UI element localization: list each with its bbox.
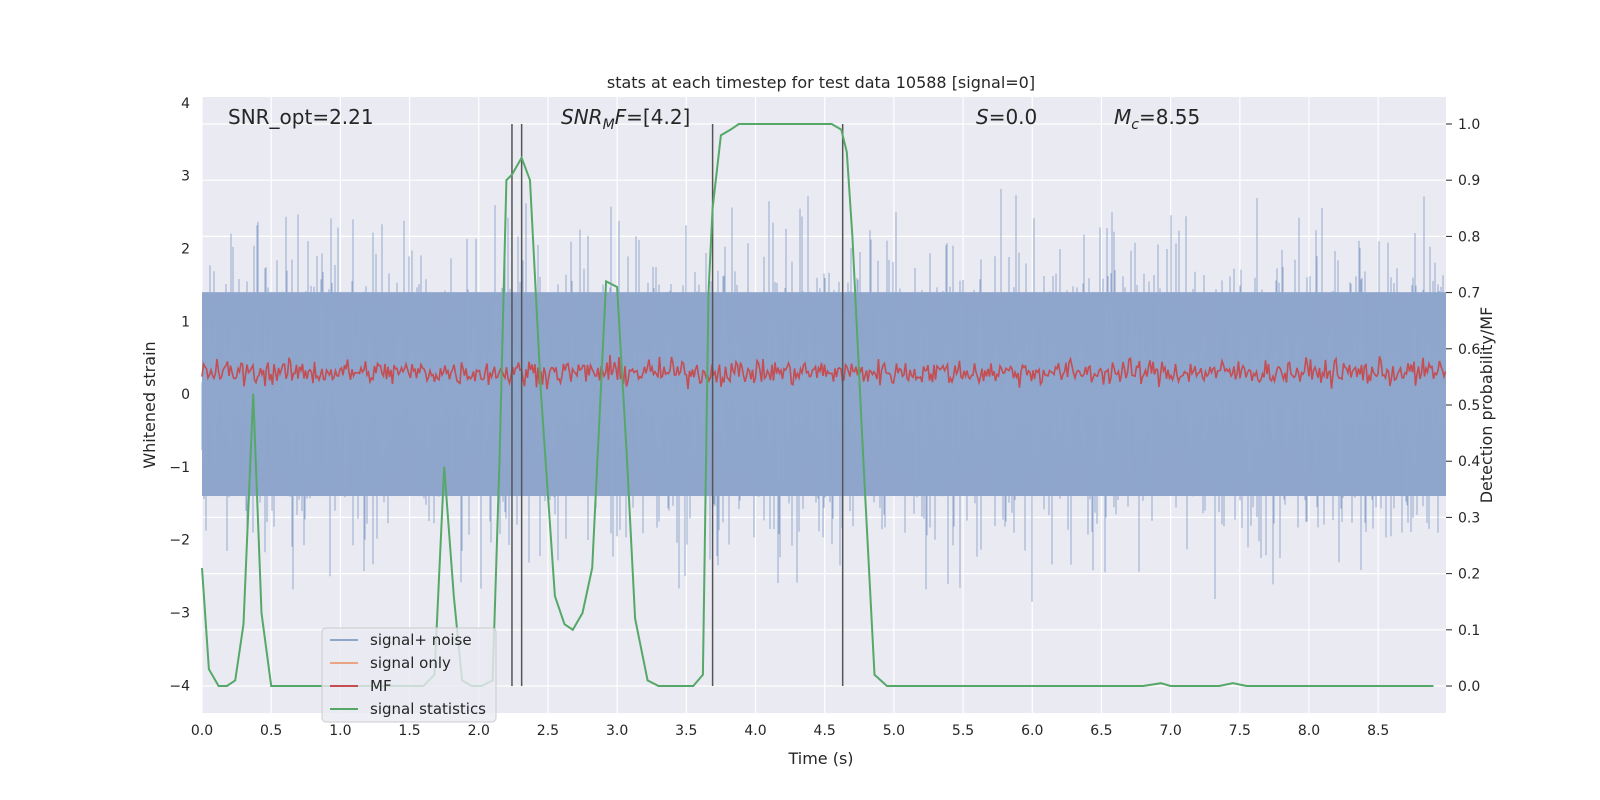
x-tick-label: 5.0 <box>883 723 905 739</box>
right-axis-ticks: 1.0 0.9 0.8 0.7 0.6 0.5 0.4 0.3 0.2 0.1 0.0 <box>1446 117 1480 695</box>
right-tick-label: 0.8 <box>1458 229 1480 245</box>
legend: signal+ noise signal only MF signal stat… <box>321 627 497 723</box>
x-tick-label: 8.0 <box>1298 723 1320 739</box>
chart-title: stats at each timestep for test data 105… <box>607 73 1035 92</box>
x-tick-label: 0.0 <box>191 723 213 739</box>
y-tick-label: −2 <box>169 533 190 549</box>
right-tick-label: 1.0 <box>1458 117 1480 133</box>
legend-label-noise: signal+ noise <box>370 631 472 649</box>
right-tick-label: 0.4 <box>1458 454 1480 470</box>
legend-label-statistics: signal statistics <box>370 700 486 718</box>
signal-noise-series <box>201 189 1446 602</box>
right-tick-label: 0.3 <box>1458 510 1480 526</box>
y-tick-label: 0 <box>181 387 190 403</box>
x-tick-label: 4.0 <box>744 723 766 739</box>
x-tick-label: 6.0 <box>1021 723 1043 739</box>
y-tick-label: 1 <box>181 314 190 330</box>
mf-series <box>201 355 1447 390</box>
y-axis-label: Whitened strain <box>140 341 159 468</box>
right-tick-label: 0.0 <box>1458 679 1480 695</box>
x-tick-label: 3.5 <box>675 723 697 739</box>
right-axis-label: Detection probability/MF <box>1477 307 1496 504</box>
x-axis-ticks: 0.0 0.5 1.0 1.5 2.0 2.5 3.0 3.5 4.0 4.5 5.0 5.5 6.0 6… <box>191 723 1389 739</box>
legend-box <box>321 627 497 723</box>
y-tick-label: 4 <box>181 96 190 112</box>
right-tick-label: 0.1 <box>1458 623 1480 639</box>
y-tick-label: 2 <box>181 241 190 257</box>
legend-label-mf: MF <box>370 677 392 695</box>
x-tick-label: 2.0 <box>468 723 490 739</box>
x-tick-label: 2.5 <box>537 723 559 739</box>
snr-opt-annotation: SNR_opt=2.21 <box>228 105 374 129</box>
x-axis-label: Time (s) <box>787 749 853 768</box>
x-tick-label: 0.5 <box>260 723 282 739</box>
y-axis-ticks: 4 3 2 1 0 −1 −2 −3 −4 <box>169 96 190 695</box>
x-tick-label: 3.0 <box>606 723 628 739</box>
x-tick-label: 1.0 <box>329 723 351 739</box>
mc-annotation: Mc=8.55 <box>1114 105 1200 133</box>
right-tick-label: 0.5 <box>1458 398 1480 414</box>
y-tick-label: −1 <box>169 460 190 476</box>
y-tick-label: −4 <box>169 678 190 694</box>
snr-mf-annotation: SNRMF=[4.2] <box>561 105 690 133</box>
x-tick-label: 7.5 <box>1229 723 1251 739</box>
legend-label-signal: signal only <box>370 654 451 672</box>
right-tick-label: 0.9 <box>1458 173 1480 189</box>
x-tick-label: 4.5 <box>814 723 836 739</box>
x-tick-label: 7.0 <box>1159 723 1181 739</box>
x-tick-label: 5.5 <box>952 723 974 739</box>
right-tick-label: 0.6 <box>1458 342 1480 358</box>
noise-trace <box>201 189 1446 602</box>
x-tick-label: 1.5 <box>398 723 420 739</box>
right-tick-label: 0.7 <box>1458 286 1480 302</box>
mf-trace <box>201 355 1447 390</box>
right-tick-label: 0.2 <box>1458 567 1480 583</box>
y-tick-label: −3 <box>169 606 190 622</box>
y-tick-label: 3 <box>181 169 190 185</box>
s-annotation: S=0.0 <box>976 105 1037 129</box>
x-tick-label: 8.5 <box>1367 723 1389 739</box>
x-tick-label: 6.5 <box>1090 723 1112 739</box>
